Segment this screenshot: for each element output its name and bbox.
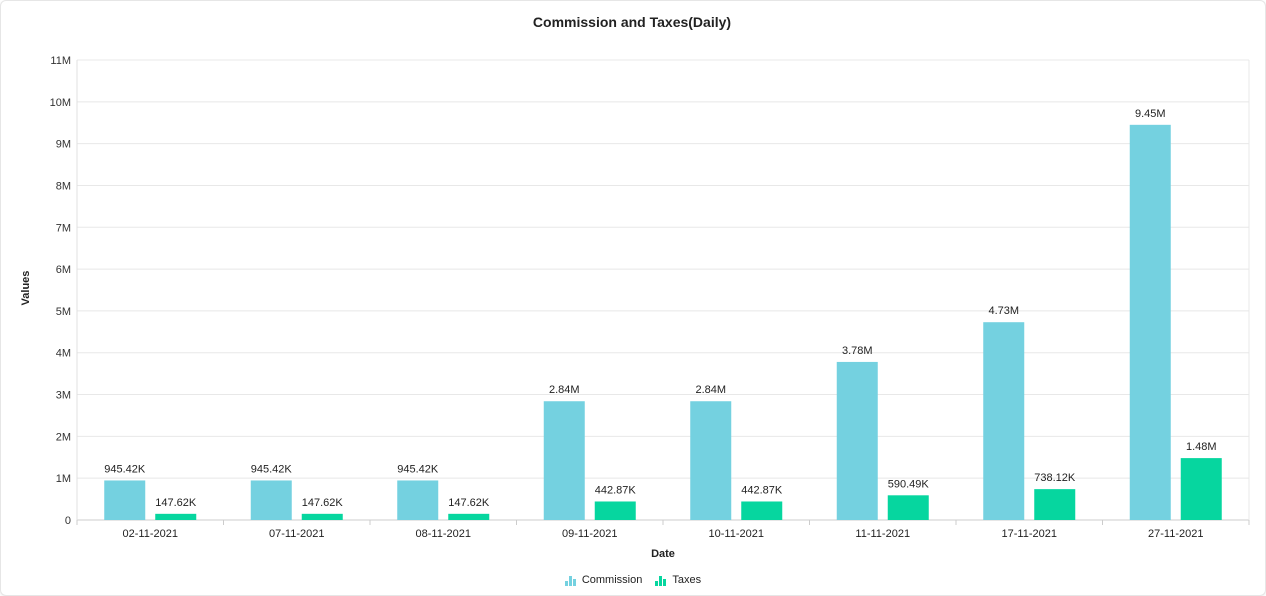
- chart-legend: Commission Taxes: [0, 574, 1266, 589]
- x-tick-label: 09-11-2021: [562, 528, 617, 540]
- y-tick-label: 10M: [50, 97, 71, 109]
- bar-chart-icon: [564, 575, 576, 586]
- legend-item-commission[interactable]: Commission: [564, 574, 643, 586]
- y-tick-label: 4M: [56, 348, 71, 360]
- y-tick-label: 1M: [56, 473, 71, 485]
- y-tick-label: 9M: [56, 139, 71, 151]
- bar-commission: [397, 480, 439, 520]
- bar-commission: [690, 401, 732, 520]
- data-label: 147.62K: [155, 497, 197, 509]
- y-tick-label: 2M: [56, 431, 71, 443]
- bar-taxes: [301, 513, 343, 520]
- y-tick-label: 6M: [56, 264, 71, 276]
- bar-taxes: [741, 501, 783, 520]
- data-label: 3.78M: [842, 345, 873, 357]
- bar-commission: [250, 480, 292, 520]
- bar-taxes: [155, 513, 197, 520]
- bar-taxes: [887, 495, 929, 520]
- chart-title: Commission and Taxes(Daily): [532, 14, 732, 30]
- bar-taxes: [1034, 489, 1076, 520]
- data-label: 590.49K: [888, 478, 930, 490]
- data-label: 442.87K: [741, 484, 783, 496]
- bar-commission: [836, 361, 878, 520]
- x-tick-label: 10-11-2021: [709, 528, 764, 540]
- data-label: 4.73M: [988, 305, 1019, 317]
- bar-taxes: [594, 501, 636, 520]
- bar-taxes: [448, 513, 490, 520]
- bar-commission: [104, 480, 146, 520]
- y-tick-label: 3M: [56, 390, 71, 402]
- data-label: 945.42K: [104, 463, 146, 475]
- data-label: 9.45M: [1135, 108, 1166, 120]
- y-tick-label: 11M: [50, 55, 71, 67]
- x-tick-label: 11-11-2021: [855, 528, 910, 540]
- bar-taxes: [1180, 458, 1222, 520]
- x-tick-label: 02-11-2021: [123, 528, 178, 540]
- data-label: 945.42K: [397, 463, 439, 475]
- legend-item-taxes[interactable]: Taxes: [655, 574, 701, 586]
- data-label: 147.62K: [302, 497, 344, 509]
- x-tick-label: 17-11-2021: [1002, 528, 1057, 540]
- x-tick-label: 08-11-2021: [416, 528, 471, 540]
- bar-commission: [1129, 124, 1171, 521]
- x-tick-label: 27-11-2021: [1148, 528, 1203, 540]
- data-label: 2.84M: [695, 384, 726, 396]
- data-label: 147.62K: [448, 497, 490, 509]
- legend-label-taxes: Taxes: [672, 574, 702, 586]
- x-axis-label: Date: [651, 548, 675, 560]
- data-label: 945.42K: [251, 463, 293, 475]
- y-tick-label: 8M: [56, 180, 71, 192]
- data-label: 2.84M: [549, 384, 580, 396]
- data-label: 442.87K: [595, 484, 637, 496]
- data-label: 1.48M: [1186, 441, 1217, 453]
- y-tick-label: 5M: [56, 306, 71, 318]
- x-tick-label: 07-11-2021: [269, 528, 324, 540]
- y-tick-label: 0: [65, 515, 71, 527]
- bar-commission: [983, 322, 1025, 520]
- bar-commission: [543, 401, 585, 520]
- legend-label-commission: Commission: [581, 574, 643, 586]
- data-label: 738.12K: [1034, 472, 1076, 484]
- y-tick-label: 7M: [56, 222, 71, 234]
- bar-chart-icon: [655, 575, 667, 586]
